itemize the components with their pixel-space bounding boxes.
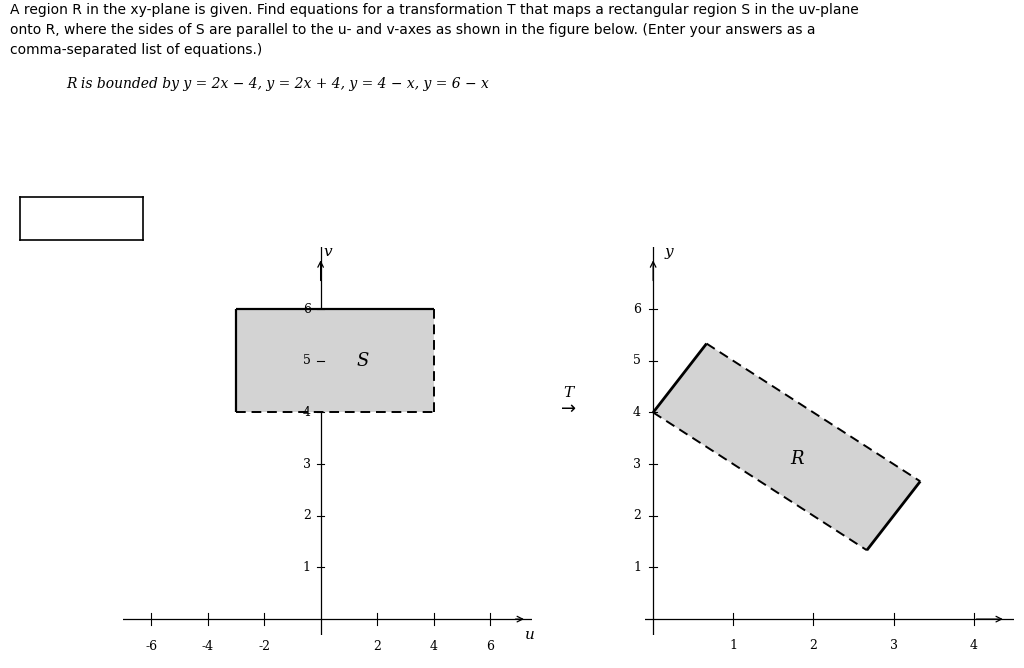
Text: 5: 5 [633, 354, 641, 367]
Text: S: S [356, 352, 370, 370]
Text: 4: 4 [633, 406, 641, 419]
Text: 5: 5 [303, 354, 310, 367]
Text: -2: -2 [258, 640, 270, 653]
Text: R: R [791, 450, 804, 468]
Text: 2: 2 [633, 509, 641, 522]
Text: R is bounded by y = 2x − 4, y = 2x + 4, y = 4 − x, y = 6 − x: R is bounded by y = 2x − 4, y = 2x + 4, … [67, 77, 489, 91]
Text: 6: 6 [303, 303, 310, 316]
Polygon shape [236, 309, 433, 412]
Text: comma-separated list of equations.): comma-separated list of equations.) [10, 43, 262, 57]
Text: 4: 4 [430, 640, 437, 653]
Text: T: T [563, 387, 573, 400]
Text: A region R in the xy-plane is given. Find equations for a transformation T that : A region R in the xy-plane is given. Fin… [10, 3, 859, 17]
Text: 4: 4 [970, 639, 978, 652]
Text: v: v [324, 245, 332, 259]
Text: 1: 1 [633, 561, 641, 574]
Text: 4: 4 [303, 406, 310, 419]
Text: onto R, where the sides of S are parallel to the u- and v-axes as shown in the f: onto R, where the sides of S are paralle… [10, 23, 816, 37]
Text: 3: 3 [633, 458, 641, 471]
Text: 3: 3 [890, 639, 898, 652]
Text: u: u [524, 628, 535, 641]
Text: -4: -4 [202, 640, 214, 653]
Polygon shape [653, 343, 921, 550]
Text: 2: 2 [373, 640, 381, 653]
Text: 3: 3 [303, 458, 310, 471]
Text: 1: 1 [729, 639, 737, 652]
Text: 2: 2 [303, 509, 310, 522]
Text: 1: 1 [303, 561, 310, 574]
Text: →: → [561, 400, 575, 418]
Text: 2: 2 [810, 639, 817, 652]
Text: y: y [665, 245, 674, 259]
Text: -6: -6 [145, 640, 158, 653]
Text: 6: 6 [633, 303, 641, 316]
Text: 6: 6 [486, 640, 495, 653]
